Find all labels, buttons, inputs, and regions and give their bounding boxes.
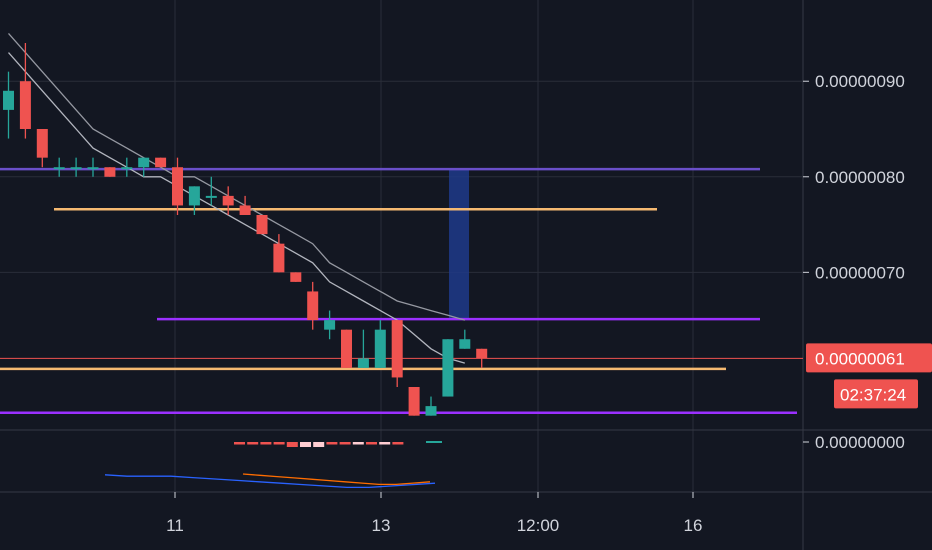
candle-body (188, 186, 200, 206)
time-tick-label: 12:00 (517, 516, 560, 535)
candle-body (3, 90, 14, 110)
candle[interactable] (239, 195, 251, 215)
candle-body (256, 215, 268, 235)
candle[interactable] (188, 186, 200, 215)
countdown-label: 02:37:24 (840, 385, 906, 404)
candle[interactable] (324, 310, 336, 340)
moving-average-line (8, 52, 465, 364)
candle-body (87, 167, 99, 170)
indicator-line (242, 473, 431, 486)
histogram-bar (260, 442, 272, 445)
candle-body (391, 320, 403, 378)
candle[interactable] (290, 272, 302, 282)
candle[interactable] (408, 387, 420, 416)
candle-body (442, 339, 454, 397)
price-tick-label: 0.00000080 (815, 168, 905, 187)
candle-body (290, 272, 302, 282)
histogram-bar (300, 442, 311, 447)
candle-body (53, 167, 65, 170)
histogram-bar (273, 442, 285, 445)
histogram-bar (234, 442, 245, 445)
candle[interactable] (36, 129, 48, 168)
candle[interactable] (476, 348, 488, 368)
histogram-bar (339, 442, 351, 445)
histogram-bar (366, 442, 377, 445)
candle[interactable] (205, 176, 217, 206)
candle-body (476, 348, 488, 359)
time-axis[interactable]: 11 13 12:00 16 (166, 492, 702, 535)
candle[interactable] (3, 71, 14, 139)
candle-body (239, 205, 251, 215)
candle[interactable] (53, 157, 65, 177)
candle[interactable] (425, 396, 437, 416)
moving-average-line (8, 32, 465, 321)
candle[interactable] (138, 157, 150, 177)
countdown-tag (834, 379, 918, 409)
histogram-bar (286, 442, 298, 447)
histogram-bar (326, 442, 338, 445)
candle-body (341, 329, 352, 368)
moving-averages (8, 32, 465, 364)
price-axis[interactable]: 0.00000090 0.00000080 0.00000070 0.00000000… (803, 72, 932, 452)
candle[interactable] (19, 43, 31, 139)
last-price-tag[interactable] (806, 343, 932, 373)
candle-body (70, 167, 82, 170)
price-tick-label: 0.00000090 (815, 72, 905, 91)
candle[interactable] (155, 157, 167, 168)
candle[interactable] (442, 339, 454, 397)
candle[interactable] (172, 157, 183, 215)
histogram-bar (313, 442, 325, 447)
candles[interactable] (3, 43, 488, 416)
candle[interactable] (374, 320, 386, 368)
candle-body (374, 329, 386, 368)
candle[interactable] (70, 157, 82, 177)
candle[interactable] (391, 320, 403, 387)
histogram-bar (352, 442, 364, 445)
indicator-line (104, 474, 436, 489)
candle-body (459, 339, 471, 349)
candle-body (172, 167, 183, 206)
candle[interactable] (256, 215, 268, 235)
candle[interactable] (341, 329, 352, 368)
candle-body (273, 243, 285, 273)
histogram-bar (379, 442, 391, 445)
indicator-zero-label: 0.00000000 (815, 433, 905, 452)
candle-body (121, 167, 133, 170)
histogram-bar (392, 442, 404, 445)
range-box (449, 169, 469, 320)
candle[interactable] (87, 157, 99, 177)
range-box-rect (449, 169, 469, 320)
candle[interactable] (357, 329, 369, 368)
candle-body (425, 406, 437, 416)
candle[interactable] (273, 234, 285, 273)
time-tick-label: 13 (372, 516, 391, 535)
candle[interactable] (121, 157, 133, 177)
candle-body (307, 291, 319, 321)
candle-body (36, 129, 48, 158)
histogram-bar (247, 442, 259, 445)
candle-body (155, 157, 167, 168)
candle-body (324, 320, 336, 330)
last-price-label: 0.00000061 (815, 349, 905, 368)
candle-body (104, 167, 116, 177)
candle[interactable] (222, 186, 234, 215)
candle-body (19, 81, 31, 129)
candle-body (222, 195, 234, 206)
candle-body (408, 387, 420, 416)
candle[interactable] (459, 329, 471, 349)
candle[interactable] (307, 281, 319, 330)
time-tick-label: 11 (166, 516, 184, 535)
indicator-pane (104, 441, 442, 489)
price-tick-label: 0.00000070 (815, 263, 905, 282)
candle-body (357, 358, 369, 368)
candle-body (138, 157, 150, 168)
candle[interactable] (104, 167, 116, 177)
candle-body (205, 195, 217, 198)
histogram-bar (426, 441, 442, 443)
time-tick-label: 16 (684, 516, 703, 535)
